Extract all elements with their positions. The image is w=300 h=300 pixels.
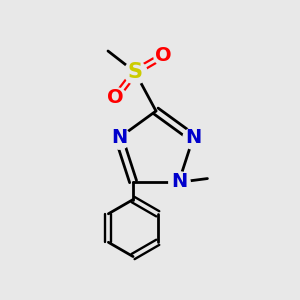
Text: N: N [111,128,127,147]
Text: S: S [128,62,142,82]
Text: N: N [171,172,187,191]
Text: O: O [107,88,124,107]
Text: O: O [155,46,172,65]
Text: N: N [185,128,201,147]
